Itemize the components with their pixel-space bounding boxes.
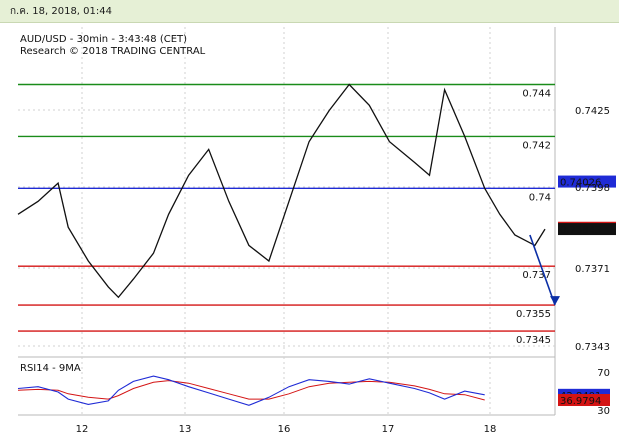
rsi-series-layer xyxy=(17,375,485,406)
rsi-tick-30: 30 xyxy=(597,406,610,417)
rsi-tick-70: 70 xyxy=(597,368,610,379)
x-tick-18: 18 xyxy=(484,424,497,435)
support-resistance-levels: 0.744 0.742 0.74 0.737 0.7355 0.7345 xyxy=(18,83,555,346)
rsi-ma-line xyxy=(17,380,485,401)
timestamp-label: ก.ค. 18, 2018, 01:44 xyxy=(10,6,112,17)
y-tick-0.7343: 0.7343 xyxy=(575,342,610,353)
level-label-0: 0.744 xyxy=(522,89,551,100)
x-tick-12: 12 xyxy=(76,424,89,435)
y-tick-0.7425: 0.7425 xyxy=(575,106,610,117)
price-tag-bg-0 xyxy=(558,175,616,188)
y-tick-0.7398: 0.7398 xyxy=(575,183,610,194)
x-tick-16: 16 xyxy=(278,424,291,435)
rsi-title: RSI14 - 9MA xyxy=(20,363,81,374)
price-tag-bg-2 xyxy=(558,223,616,236)
axis-labels: 0.740260.738480.738430.74250.73980.73710… xyxy=(76,106,616,435)
level-label-3: 0.737 xyxy=(522,270,551,281)
forecast-arrow-line xyxy=(529,234,556,306)
price-tag-text-2: 0.73843 xyxy=(560,225,601,236)
rsi-tag-bg-1 xyxy=(558,394,610,407)
x-tick-17: 17 xyxy=(382,424,395,435)
forecast-arrow-head xyxy=(550,296,560,306)
rsi-panel-bg xyxy=(18,360,607,415)
price-series-layer xyxy=(17,83,560,306)
rsi-line xyxy=(17,375,485,406)
price-series-tail xyxy=(484,187,546,247)
price-series-main xyxy=(17,83,486,299)
price-tag-text-0: 0.74026 xyxy=(560,178,601,189)
y-tick-0.7371: 0.7371 xyxy=(575,264,610,275)
chart-title: AUD/USD - 30min - 3:43:48 (CET) xyxy=(20,34,187,45)
price-panel-bg xyxy=(18,27,607,357)
x-tick-13: 13 xyxy=(179,424,192,435)
rsi-tag-text-1: 36.9794 xyxy=(560,396,601,407)
level-label-1: 0.742 xyxy=(522,140,551,151)
level-label-4: 0.7355 xyxy=(516,309,551,320)
chart-subtitle: Research © 2018 TRADING CENTRAL xyxy=(20,46,206,57)
level-label-5: 0.7345 xyxy=(516,335,551,346)
header-strip: ก.ค. 18, 2018, 01:44 xyxy=(0,0,619,23)
level-label-2: 0.74 xyxy=(529,192,551,203)
